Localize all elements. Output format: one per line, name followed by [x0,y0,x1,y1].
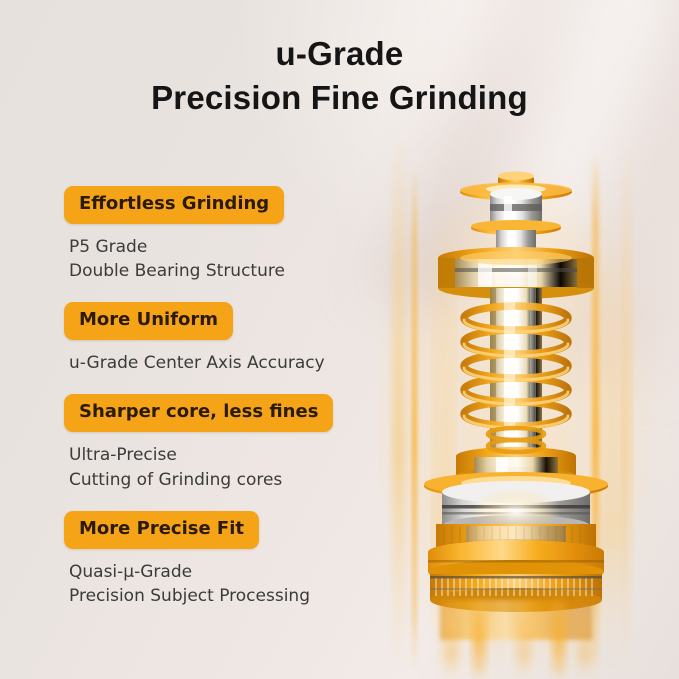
feature-description: Ultra-Precise Cutting of Grinding cores [64,443,394,491]
feature-item-sharper-core: Sharper core, less fines Ultra-Precise C… [64,394,394,491]
feature-description: u-Grade Center Axis Accuracy [64,351,394,375]
feature-description-line-1: P5 Grade [69,237,148,257]
feature-badge: Sharper core, less fines [64,394,334,433]
feature-description-line-2: Cutting of Grinding cores [69,469,283,490]
feature-description-line-1: Ultra-Precise [69,445,177,466]
feature-item-more-uniform: More Uniform u-Grade Center Axis Accurac… [64,302,394,375]
feature-description: P5 Grade Double Bearing Structure [64,235,394,283]
feature-badge: More Uniform [64,302,234,341]
feature-description-line-1: Quasi-μ-Grade [69,561,193,582]
title-line-2: Precision Fine Grinding [151,79,528,117]
feature-description: Quasi-μ-Grade Precision Subject Processi… [64,560,394,608]
feature-description-line-1: u-Grade Center Axis Accuracy [69,353,325,374]
feature-badge: Effortless Grinding [64,186,285,224]
feature-description-line-2: Precision Subject Processing [69,585,310,606]
bottom-streaks [444,598,592,679]
title-line-1: u-Grade [275,35,404,72]
feature-badge: More Precise Fit [64,510,260,549]
page-title: u-Grade Precision Fine Grinding [0,34,679,119]
feature-item-effortless-grinding: Effortless Grinding P5 Grade Double Bear… [64,186,394,283]
feature-description-line-2: Double Bearing Structure [69,261,285,282]
feature-item-more-precise-fit: More Precise Fit Quasi-μ-Grade Precision… [64,510,394,608]
feature-list: Effortless Grinding P5 Grade Double Bear… [64,186,394,608]
